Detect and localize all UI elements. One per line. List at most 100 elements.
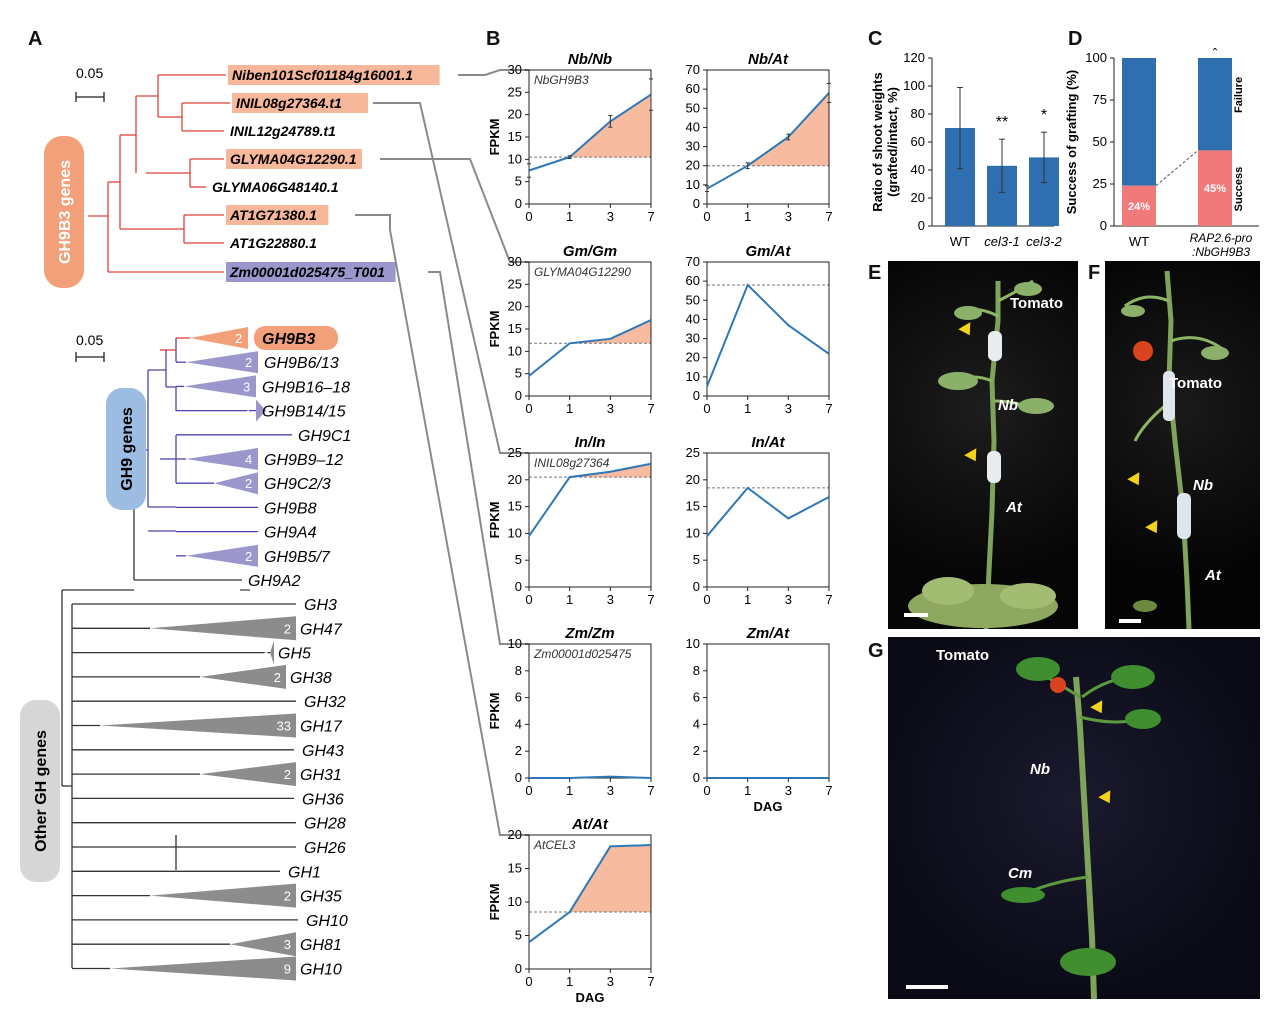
- photo-e-label-nb: Nb: [998, 397, 1018, 414]
- x-tick-label: 3: [607, 209, 614, 224]
- panel-letter-e: E: [868, 262, 882, 284]
- collapsed-clade: [186, 351, 258, 374]
- x-tick-label: 7: [825, 209, 832, 224]
- y-tick-label: 0: [918, 218, 925, 233]
- plant-drawing-f: [1121, 270, 1229, 629]
- y-tick-label: 30: [508, 254, 522, 269]
- y-tick-label: 5: [515, 174, 522, 189]
- y-tick-label: 10: [508, 151, 522, 166]
- clade-count: 4: [245, 452, 252, 467]
- bar-success: [1198, 150, 1232, 226]
- graft-success-bar-chart: 0 25 50 75 100 24% 45% * WT RAP2.6-pro:NbGH9B3 Fai…: [1064, 48, 1259, 259]
- chart-title: Nb/At: [748, 51, 789, 68]
- x-tick-label: 3: [607, 974, 614, 989]
- plot-frame: [706, 643, 830, 779]
- line-chart: 0 5 10 15 20 25 30 0 1 3 7 Gm/Gm GLYMA04G12290 FPKM: [487, 243, 655, 416]
- tree-leaf-label: GH9B5/7: [264, 549, 331, 566]
- series-line: [528, 844, 652, 944]
- y-tick-label: 10: [508, 636, 522, 651]
- photo-g: Tomato Nb Cm: [888, 637, 1260, 999]
- collapsed-clade: [150, 883, 296, 908]
- plot-frame: [706, 69, 830, 205]
- x-tick-label: 1: [744, 783, 751, 798]
- tree-leaf-label: GH38: [290, 670, 332, 687]
- y-tick-label: 25: [508, 276, 522, 291]
- plot-area: 0 10 20 30 40 50 60 70 0 1 3 7 Nb/At: [686, 51, 833, 224]
- x-tick-label: 3: [607, 401, 614, 416]
- tree-leaf-label: GLYMA06G48140.1: [212, 179, 339, 195]
- clade-count: 2: [235, 331, 242, 346]
- collapsed-clade: [214, 472, 258, 495]
- x-tick-label: 0: [525, 974, 532, 989]
- x-axis-label: DAG: [576, 990, 605, 1003]
- x-tick-label: 1: [566, 209, 573, 224]
- plot-area: 0 2 4 6 8 10 0 1 3 7 Zm/Zm Zm00001d025475 FPKM: [487, 625, 655, 798]
- photo-f-label-nb: Nb: [1193, 477, 1213, 494]
- gene-label: NbGH9B3: [534, 73, 589, 87]
- gene-label: GLYMA04G12290: [534, 265, 631, 279]
- y-tick-label: 0: [1100, 218, 1107, 233]
- tree-leaf-label: GH43: [302, 743, 344, 760]
- x-tick-label: 3: [785, 592, 792, 607]
- connector-line: [380, 158, 529, 263]
- x-tick-label: 7: [647, 783, 654, 798]
- y-tick-label: 2: [693, 743, 700, 758]
- photo-f-label-at: At: [1205, 567, 1221, 584]
- tree-leaf-label: GH10: [306, 913, 348, 930]
- tree-leaf-label: GH17: [300, 719, 343, 736]
- collapsed-clade: [186, 544, 258, 567]
- plot-area: 0 5 10 15 20 0 1 3 7 At/At AtCEL3 FPKM DAG: [487, 816, 655, 1003]
- leaf-highlight: [226, 149, 362, 169]
- photo-f: Tomato Nb At: [1105, 261, 1260, 629]
- tree-leaf-label: GLYMA04G12290.1: [230, 151, 357, 167]
- clade-count: 2: [284, 767, 291, 782]
- bar-failure: [1122, 58, 1156, 186]
- y-tick-label: 100: [1085, 50, 1107, 65]
- y-tick-label: 0: [515, 579, 522, 594]
- x-tick-label: 0: [703, 401, 710, 416]
- increase-area: [569, 320, 651, 344]
- y-tick-label: 0: [515, 770, 522, 785]
- plant-drawing-e: [908, 279, 1058, 629]
- x-tick-label: 1: [566, 783, 573, 798]
- clade-count: 9: [284, 962, 291, 977]
- collapsed-clade: [186, 448, 258, 470]
- gene-label: INIL08g27364: [534, 456, 610, 470]
- scale-bar: [1119, 619, 1141, 623]
- x-tick-label: 1: [566, 592, 573, 607]
- tree-leaf-label: GH35: [300, 889, 342, 906]
- clade-count: 33: [277, 719, 291, 734]
- plot-frame: [706, 452, 830, 588]
- increase-area: [569, 845, 651, 913]
- value-label: 24%: [1128, 201, 1150, 213]
- tree-leaf-label: GH9B16–18: [262, 379, 350, 396]
- plot-area: 0 5 10 15 20 25 0 1 3 7 In/At: [686, 434, 833, 607]
- y-tick-label: 10: [686, 177, 700, 192]
- y-tick-label: 30: [686, 139, 700, 154]
- tree-leaf-label: GH10: [300, 962, 342, 979]
- tree-leaf-label: GH9B8: [264, 500, 317, 517]
- tree-leaf-label: GH9B6/13: [264, 355, 339, 372]
- y-tick-label: 15: [686, 499, 700, 514]
- y-tick-label: 50: [686, 292, 700, 307]
- x-tick-label: 3: [785, 209, 792, 224]
- y-tick-label: 40: [686, 311, 700, 326]
- y-tick-label: 100: [903, 78, 925, 93]
- collapsed-clade: [110, 956, 296, 981]
- y-tick-label: 0: [693, 579, 700, 594]
- category-label: cel3-2: [1026, 234, 1062, 249]
- y-tick-label: 60: [686, 81, 700, 96]
- plot-frame: [706, 261, 830, 397]
- x-tick-label: 3: [607, 783, 614, 798]
- connector-line: [428, 271, 529, 645]
- y-axis-label: FPKM: [487, 502, 502, 539]
- connector-line: [458, 69, 529, 76]
- y-tick-label: 8: [515, 663, 522, 678]
- gh9b3-group-label: GH9B3 genes: [57, 160, 74, 264]
- tree-leaf-label: GH47: [300, 621, 343, 638]
- plot-area: 0 20 40 60 80 100 120 WT cel3-1 ** cel3-2 * Ratio of…: [870, 50, 1062, 249]
- shoot-weight-bar-chart: 0 20 40 60 80 100 120 WT cel3-1 ** cel3-2 * Ratio of…: [870, 50, 1062, 249]
- y-tick-label: 70: [686, 254, 700, 269]
- y-tick-label: 10: [508, 343, 522, 358]
- x-tick-label: 0: [703, 783, 710, 798]
